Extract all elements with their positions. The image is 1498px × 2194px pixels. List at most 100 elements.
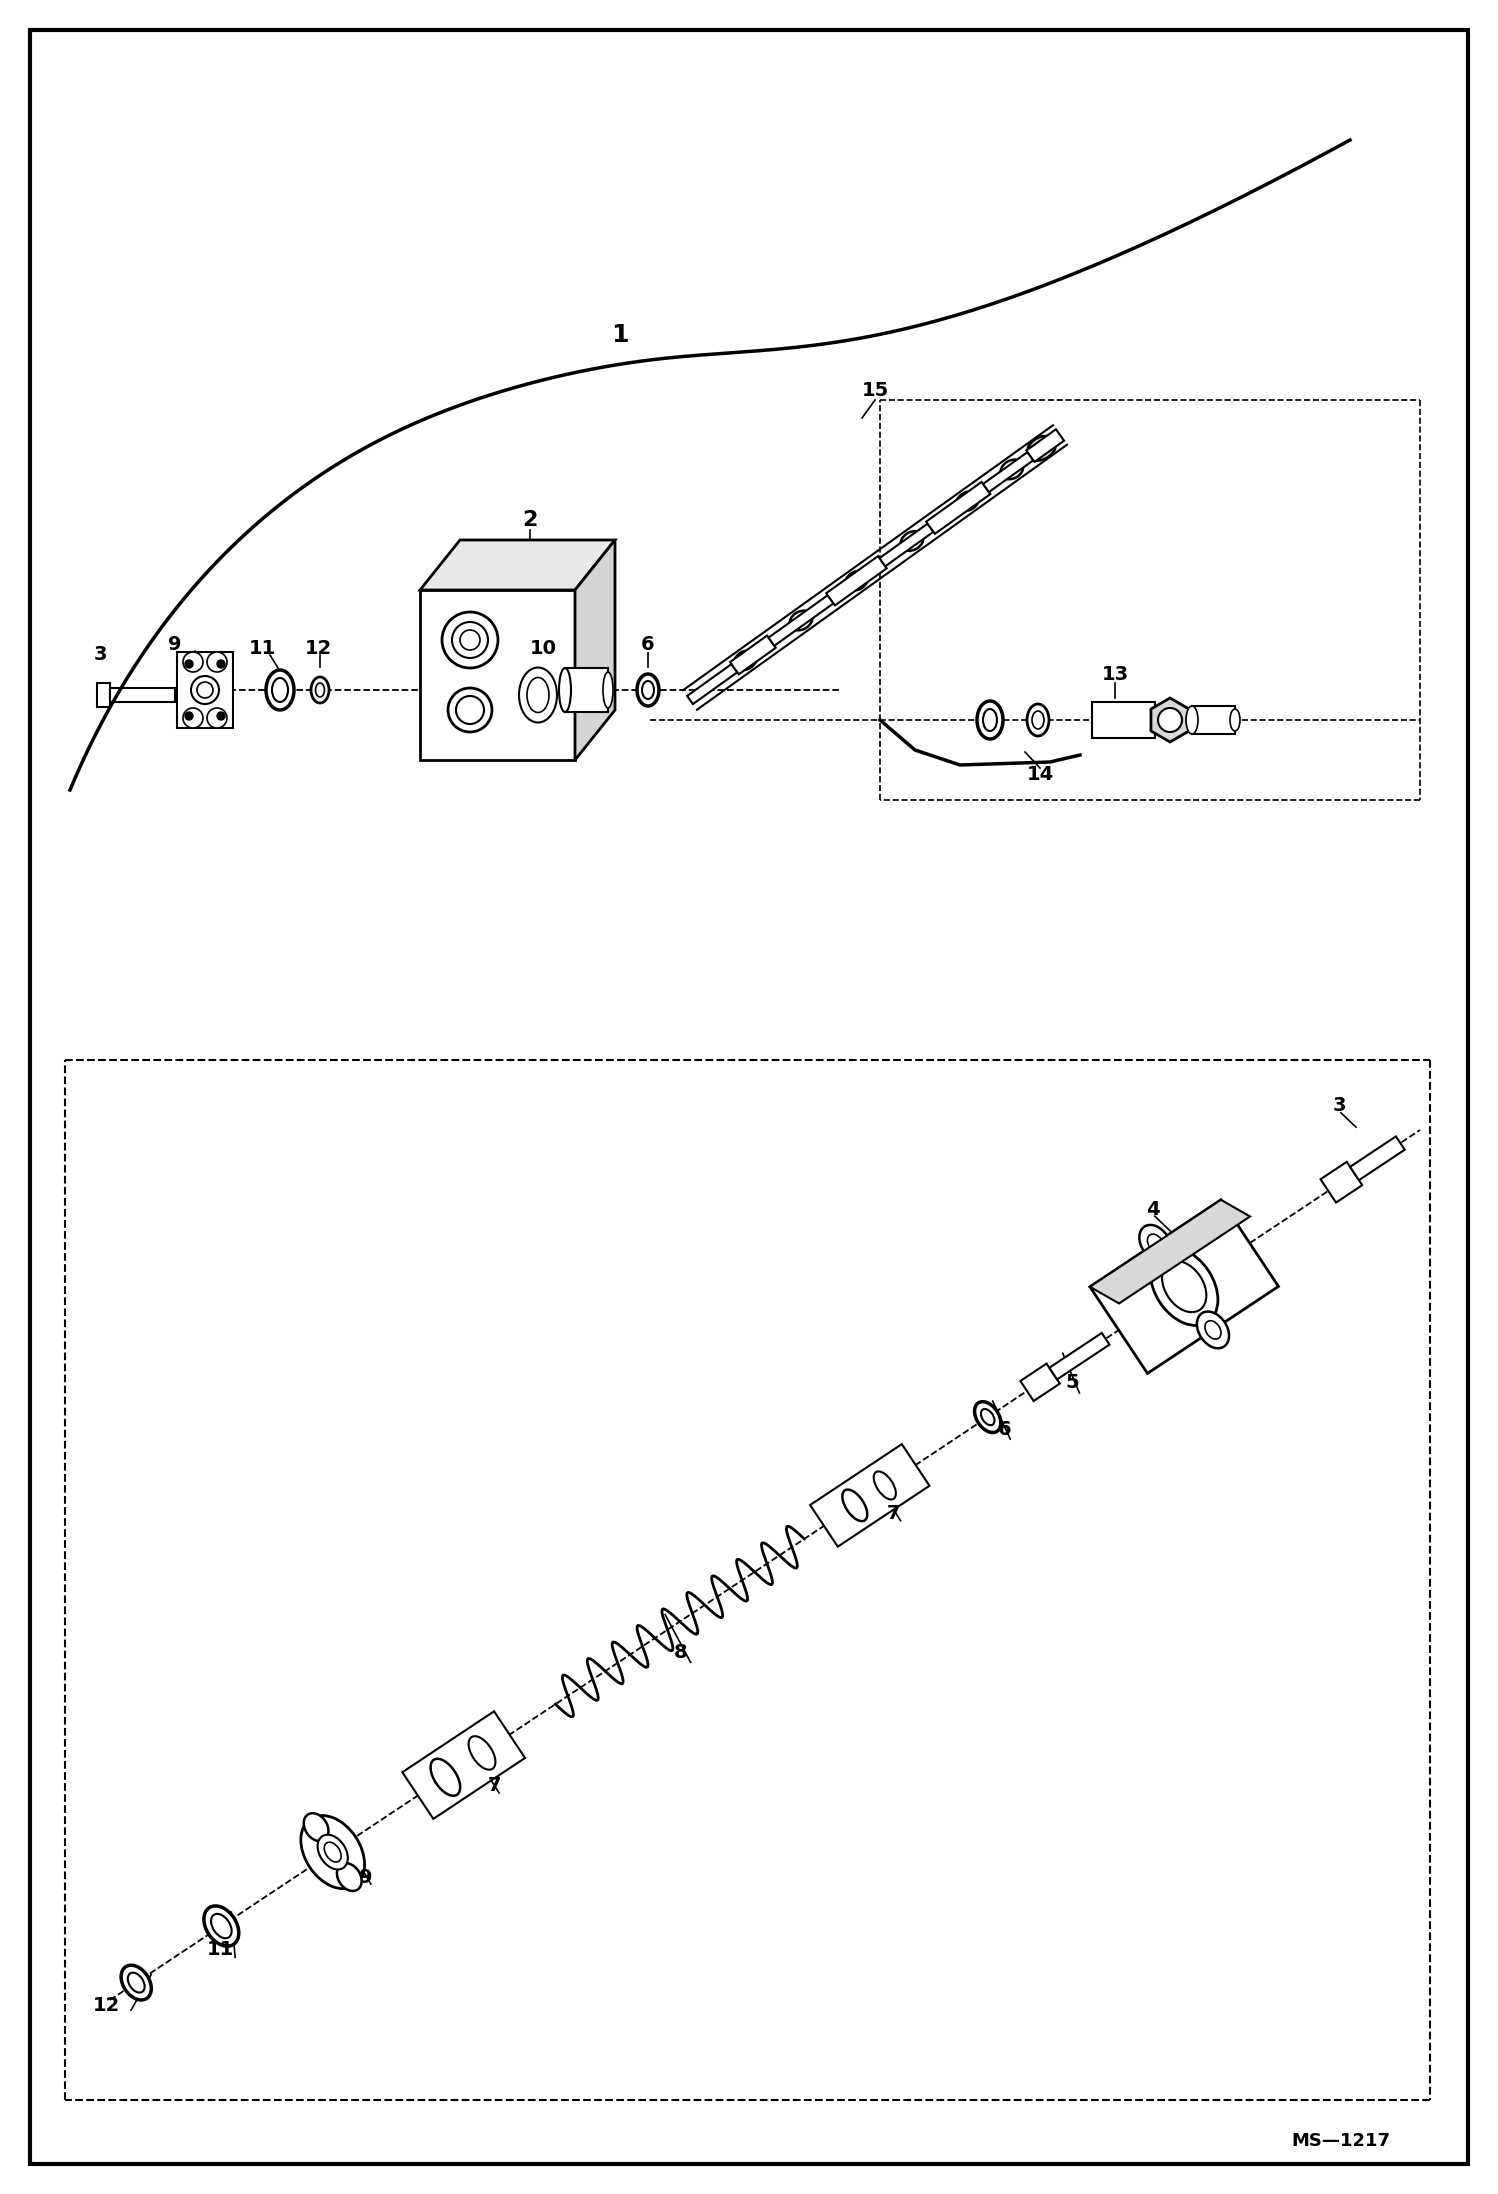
Ellipse shape (1001, 459, 1023, 478)
Ellipse shape (637, 674, 659, 706)
Polygon shape (879, 524, 933, 566)
Circle shape (217, 713, 225, 720)
Ellipse shape (1204, 1321, 1221, 1338)
Ellipse shape (643, 680, 655, 700)
Circle shape (455, 695, 484, 724)
Ellipse shape (1186, 706, 1198, 735)
Polygon shape (403, 1711, 524, 1819)
Ellipse shape (734, 649, 756, 669)
Ellipse shape (469, 1735, 496, 1771)
Circle shape (442, 612, 497, 667)
Polygon shape (97, 682, 109, 706)
Polygon shape (565, 667, 608, 713)
Polygon shape (575, 540, 616, 759)
Ellipse shape (845, 570, 867, 590)
Text: 9: 9 (168, 636, 181, 654)
Ellipse shape (127, 1972, 145, 1992)
Text: 14: 14 (1026, 766, 1053, 785)
Ellipse shape (121, 1966, 151, 2001)
Ellipse shape (1028, 704, 1049, 735)
Ellipse shape (981, 1409, 995, 1426)
Polygon shape (419, 540, 616, 590)
Text: MS—1217: MS—1217 (1291, 2133, 1390, 2150)
Polygon shape (1192, 706, 1234, 735)
Text: 12: 12 (304, 638, 331, 658)
Text: 3: 3 (1332, 1097, 1345, 1115)
Ellipse shape (956, 491, 978, 511)
Circle shape (460, 630, 479, 649)
Polygon shape (810, 1444, 929, 1547)
Ellipse shape (1028, 437, 1056, 461)
Text: 7: 7 (487, 1777, 500, 1795)
Polygon shape (1026, 430, 1064, 463)
Text: 8: 8 (674, 1643, 688, 1661)
Polygon shape (1020, 1365, 1061, 1402)
Circle shape (183, 652, 204, 671)
Ellipse shape (1140, 1224, 1171, 1262)
Text: 13: 13 (1101, 665, 1128, 685)
Text: 6: 6 (998, 1420, 1011, 1439)
Circle shape (184, 660, 193, 667)
Text: 3: 3 (93, 645, 106, 665)
Ellipse shape (983, 709, 998, 731)
Ellipse shape (1147, 1233, 1164, 1253)
Ellipse shape (873, 1472, 896, 1499)
Circle shape (1158, 709, 1182, 733)
Ellipse shape (430, 1760, 460, 1797)
Text: 11: 11 (207, 1939, 234, 1959)
Ellipse shape (273, 678, 288, 702)
Circle shape (207, 652, 228, 671)
Ellipse shape (316, 682, 325, 698)
Circle shape (217, 660, 225, 667)
Ellipse shape (604, 671, 613, 709)
Circle shape (448, 689, 491, 733)
Ellipse shape (204, 1907, 238, 1946)
Circle shape (183, 709, 204, 728)
Ellipse shape (975, 1402, 1001, 1433)
Text: 2: 2 (523, 509, 538, 531)
Ellipse shape (1150, 1248, 1218, 1325)
Polygon shape (926, 483, 990, 533)
Ellipse shape (337, 1863, 361, 1891)
Ellipse shape (518, 667, 557, 722)
Text: 15: 15 (861, 380, 888, 399)
Ellipse shape (1197, 1312, 1228, 1349)
Polygon shape (1091, 1200, 1278, 1373)
Polygon shape (177, 652, 234, 728)
Ellipse shape (900, 531, 923, 551)
Ellipse shape (977, 702, 1004, 739)
Ellipse shape (1230, 709, 1240, 731)
Ellipse shape (301, 1814, 364, 1889)
Circle shape (192, 676, 219, 704)
Ellipse shape (304, 1812, 328, 1841)
Ellipse shape (1032, 711, 1044, 728)
Polygon shape (109, 689, 175, 702)
Polygon shape (688, 665, 737, 704)
Circle shape (184, 713, 193, 720)
Polygon shape (983, 452, 1034, 491)
Polygon shape (1350, 1136, 1405, 1180)
Text: 10: 10 (529, 638, 556, 658)
Circle shape (207, 709, 228, 728)
Polygon shape (1150, 698, 1189, 742)
Text: 9: 9 (360, 1867, 373, 1887)
Text: 5: 5 (1065, 1373, 1079, 1393)
Text: 7: 7 (887, 1505, 900, 1523)
Ellipse shape (1162, 1262, 1206, 1312)
Polygon shape (1092, 702, 1155, 737)
Ellipse shape (267, 669, 294, 711)
Polygon shape (1321, 1163, 1362, 1202)
Text: 4: 4 (1146, 1200, 1159, 1218)
Polygon shape (827, 555, 887, 606)
Polygon shape (1091, 1200, 1249, 1303)
Text: 6: 6 (641, 636, 655, 654)
Text: 1: 1 (611, 323, 629, 347)
Polygon shape (419, 590, 575, 759)
Text: 12: 12 (93, 1997, 120, 2014)
Polygon shape (768, 595, 833, 645)
Text: 11: 11 (249, 638, 276, 658)
Circle shape (198, 682, 213, 698)
Ellipse shape (527, 678, 548, 713)
Ellipse shape (789, 610, 812, 630)
Ellipse shape (559, 667, 571, 713)
